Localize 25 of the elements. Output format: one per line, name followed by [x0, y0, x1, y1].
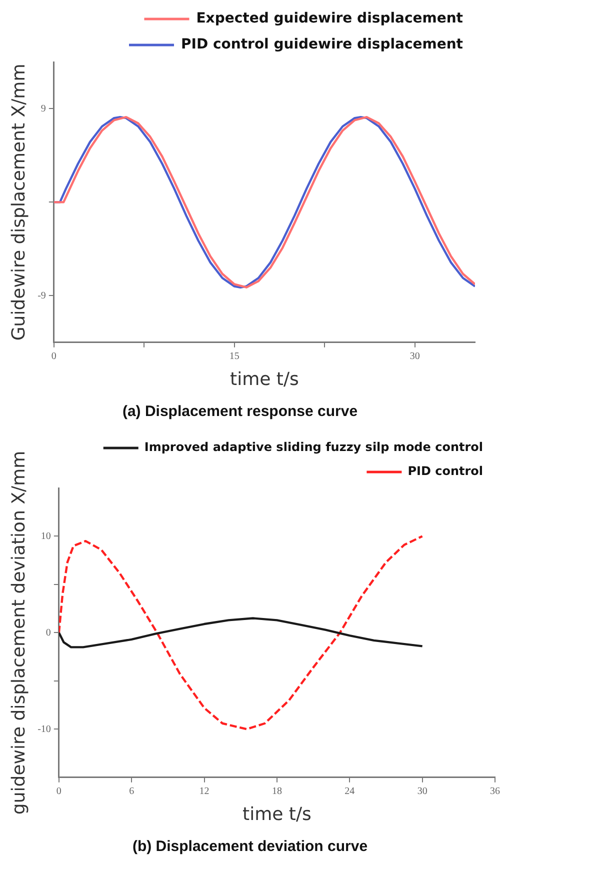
x-tick-label: 24 — [344, 786, 355, 798]
x-tick-label: 30 — [417, 786, 428, 798]
y-tick-label: 0 — [46, 627, 51, 638]
legend-label: Expected guidewire displacement — [196, 10, 464, 27]
text: (a) Displacement response curve — [122, 403, 358, 420]
y-tick-label: -9 — [38, 290, 46, 302]
y-axis-title: Guidewire displacement X/mm — [8, 64, 30, 341]
text: (b) Displacement deviation curve — [132, 838, 368, 856]
x-tick-label: 12 — [199, 786, 210, 798]
x-tick-label: 6 — [129, 786, 134, 798]
y-axis-title: guidewire displacement deviation X/mm — [8, 450, 30, 815]
x-axis-title: time t/s — [242, 804, 312, 825]
x-tick-label: 30 — [410, 351, 420, 362]
legend-label: Improved adaptive sliding fuzzy silp mode control — [144, 440, 484, 454]
line-series — [58, 535, 424, 730]
x-tick-label: 15 — [229, 351, 240, 362]
x-tick-label: 18 — [272, 786, 282, 798]
y-tick-label: 10 — [40, 530, 51, 542]
x-axis-title: time t/s — [230, 368, 299, 390]
x-tick-label: 36 — [490, 786, 500, 798]
legend-label: PID control guidewire displacement — [180, 36, 464, 53]
y-tick-label: -10 — [38, 724, 51, 735]
y-tick-label: 9 — [40, 103, 46, 114]
x-tick-label: 0 — [56, 786, 62, 798]
legend-label: PID control — [408, 464, 483, 478]
